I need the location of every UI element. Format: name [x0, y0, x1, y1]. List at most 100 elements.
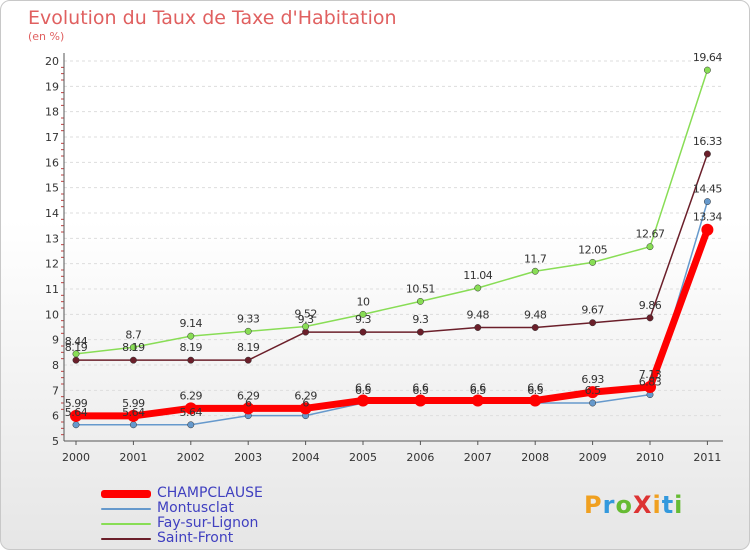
data-label-champclause: 6.29 [294, 389, 317, 402]
data-label-champclause: 5.99 [65, 397, 88, 410]
data-label-saint-front: 9.48 [467, 309, 490, 322]
data-label-montusclat: 5.64 [122, 406, 145, 419]
y-tick-label: 8 [52, 359, 59, 372]
y-tick-label: 19 [45, 80, 59, 93]
x-tick-label: 2011 [693, 451, 721, 464]
data-point-saint-front [129, 356, 137, 364]
data-point-montusclat [589, 399, 597, 407]
y-tick-label: 12 [45, 258, 59, 271]
x-tick-label: 2010 [636, 451, 664, 464]
data-label-champclause: 6.93 [581, 373, 604, 386]
data-point-fay-sur-lignon [474, 284, 482, 292]
data-point-montusclat [129, 421, 137, 429]
data-point-champclause [529, 394, 542, 407]
x-tick-label: 2002 [177, 451, 205, 464]
data-label-fay-sur-lignon: 10 [357, 295, 370, 308]
data-label-saint-front: 8.19 [180, 341, 203, 354]
data-point-saint-front [474, 324, 482, 331]
x-tick-label: 2000 [62, 451, 90, 464]
logo-letter: t [661, 491, 675, 519]
data-label-montusclat: 14.45 [693, 183, 722, 196]
x-tick-label: 2007 [464, 451, 492, 464]
data-point-fay-sur-lignon [416, 297, 424, 305]
y-tick-label: 9 [52, 334, 59, 347]
y-tick-label: 11 [45, 283, 59, 296]
data-label-fay-sur-lignon: 19.64 [693, 51, 722, 64]
data-label-champclause: 6.29 [180, 389, 203, 402]
data-point-saint-front [244, 356, 252, 364]
data-label-saint-front: 9.48 [524, 309, 547, 322]
data-label-montusclat: 6.5 [470, 384, 486, 397]
data-point-saint-front [589, 319, 597, 327]
logo-letter: i [652, 491, 662, 519]
data-point-champclause [70, 409, 82, 422]
data-point-saint-front [187, 356, 195, 364]
data-label-champclause: 6.6 [355, 381, 371, 394]
data-point-saint-front [72, 356, 80, 364]
data-label-champclause: 6.6 [412, 381, 428, 394]
data-point-champclause [299, 402, 312, 415]
logo-letter: o [615, 491, 633, 519]
proxiti-logo: ProXiti [584, 491, 683, 519]
legend-label: Fay-sur-Lignon [157, 515, 259, 531]
data-label-fay-sur-lignon: 8.44 [65, 335, 88, 348]
legend-swatch [101, 507, 151, 510]
data-label-saint-front: 8.19 [122, 341, 145, 354]
y-tick-label: 16 [45, 156, 59, 169]
data-point-champclause [127, 409, 140, 422]
data-label-saint-front: 9.3 [355, 313, 371, 326]
legend-item: CHAMPCLAUSE [101, 486, 263, 501]
data-label-saint-front: 9.67 [581, 304, 604, 317]
data-point-champclause [357, 394, 369, 407]
logo-letter: i [674, 491, 684, 519]
axis-layer: 5 6 7 8 9 10 11 12 13 14 15 16 17 18 19 20 2000 2001 2002 2… [45, 53, 723, 464]
data-point-champclause [586, 386, 599, 399]
legend-item: Fay-sur-Lignon [101, 516, 263, 531]
data-label-montusclat: 6 [302, 397, 309, 410]
data-label-fay-sur-lignon: 9.14 [180, 317, 203, 330]
y-tick-label: 20 [45, 55, 59, 68]
data-label-saint-front: 9.3 [412, 313, 428, 326]
data-label-champclause: 6.6 [470, 381, 486, 394]
data-point-fay-sur-lignon [302, 323, 310, 330]
chart-title: Evolution du Taux de Taxe d'Habitation [28, 7, 397, 29]
legend-swatch [101, 522, 151, 525]
data-label-champclause: 6.6 [527, 381, 543, 394]
y-tick-label: 18 [45, 106, 59, 119]
x-tick-label: 2009 [579, 451, 607, 464]
series-layer [70, 66, 714, 429]
data-label-saint-front: 9.3 [298, 313, 314, 326]
data-label-saint-front: 9.86 [639, 299, 662, 312]
data-label-fay-sur-lignon: 8.7 [125, 328, 141, 341]
series-line-fay-sur-lignon [75, 69, 709, 355]
y-tick-label: 10 [45, 308, 59, 321]
data-point-saint-front [703, 150, 711, 158]
data-point-fay-sur-lignon [646, 243, 654, 251]
data-label-montusclat: 6.83 [639, 376, 662, 389]
data-label-fay-sur-lignon: 10.51 [406, 282, 435, 295]
data-label-champclause: 7.13 [639, 368, 662, 381]
data-point-saint-front [646, 314, 654, 322]
data-point-fay-sur-lignon [129, 343, 137, 351]
data-point-montusclat [72, 421, 80, 429]
data-label-montusclat: 6.5 [527, 384, 543, 397]
data-point-fay-sur-lignon [589, 258, 597, 266]
legend: CHAMPCLAUSE Montusclat Fay-sur-Lignon Saint… [101, 486, 263, 546]
data-label-fay-sur-lignon: 9.33 [237, 312, 260, 325]
data-point-fay-sur-lignon [359, 310, 367, 318]
y-tick-label: 15 [45, 182, 59, 195]
data-label-montusclat: 6.5 [412, 384, 428, 397]
x-tick-label: 2006 [406, 451, 434, 464]
legend-item: Montusclat [101, 501, 263, 516]
data-label-fay-sur-lignon: 9.52 [294, 307, 317, 320]
data-point-champclause [701, 223, 714, 236]
data-label-fay-sur-lignon: 12.67 [636, 228, 665, 241]
y-tick-label: 17 [45, 131, 59, 144]
data-label-fay-sur-lignon: 11.04 [463, 269, 492, 282]
x-tick-label: 2005 [349, 451, 377, 464]
y-tick-label: 14 [45, 207, 59, 220]
y-tick-label: 5 [52, 435, 59, 448]
legend-label: Montusclat [157, 500, 234, 516]
data-label-fay-sur-lignon: 12.05 [578, 243, 607, 256]
